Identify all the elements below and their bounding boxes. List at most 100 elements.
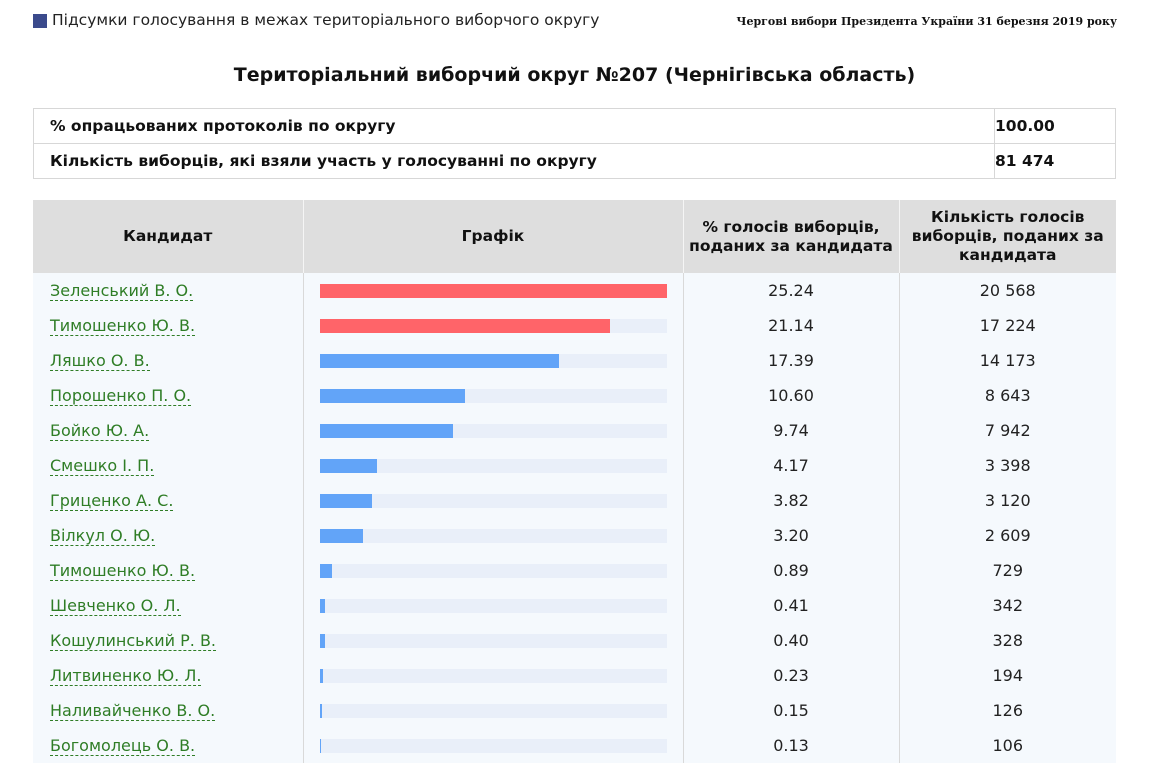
candidate-name-cell: Кошулинський Р. В. xyxy=(33,623,303,658)
chart-cell xyxy=(302,343,683,378)
vote-bar xyxy=(319,353,559,368)
chart-cell xyxy=(302,588,683,623)
vote-bar xyxy=(319,458,377,473)
votes-cell: 342 xyxy=(898,588,1116,623)
bar-track xyxy=(319,283,667,298)
candidate-link[interactable]: Ляшко О. В. xyxy=(50,351,150,371)
bar-track xyxy=(319,633,667,648)
vote-bar xyxy=(319,283,667,298)
votes-cell: 8 643 xyxy=(898,378,1116,413)
summary-table: % опрацьованих протоколів по округу 100.… xyxy=(33,108,1116,179)
candidate-link[interactable]: Богомолець О. В. xyxy=(50,736,196,756)
candidate-link[interactable]: Тимошенко Ю. В. xyxy=(50,561,196,581)
candidate-name-cell: Смешко І. П. xyxy=(33,448,303,483)
candidate-name-cell: Гриценко А. С. xyxy=(33,483,303,518)
bar-track xyxy=(319,598,667,613)
candidate-name-cell: Литвиненко Ю. Л. xyxy=(33,658,303,693)
candidate-link[interactable]: Шевченко О. Л. xyxy=(50,596,181,616)
candidate-name-cell: Ляшко О. В. xyxy=(33,343,303,378)
percent-cell: 3.20 xyxy=(682,518,899,553)
bar-track xyxy=(319,353,667,368)
percent-cell: 0.40 xyxy=(682,623,899,658)
bar-track xyxy=(319,423,667,438)
percent-cell: 10.60 xyxy=(682,378,899,413)
percent-cell: 21.14 xyxy=(682,308,899,343)
chart-cell xyxy=(302,658,683,693)
candidate-row: Тимошенко Ю. В. 0.89 729 xyxy=(33,553,1116,588)
candidate-row: Богомолець О. В. 0.13 106 xyxy=(33,728,1116,763)
votes-cell: 194 xyxy=(898,658,1116,693)
chart-cell xyxy=(302,413,683,448)
candidate-row: Смешко І. П. 4.17 3 398 xyxy=(33,448,1116,483)
vote-bar xyxy=(319,493,372,508)
chart-cell xyxy=(302,623,683,658)
candidate-link[interactable]: Гриценко А. С. xyxy=(50,491,174,511)
chart-cell xyxy=(302,518,683,553)
column-header-votes: Кількість голосів виборців, поданих за к… xyxy=(898,200,1116,273)
candidate-link[interactable]: Кошулинський Р. В. xyxy=(50,631,216,651)
bar-track xyxy=(319,388,667,403)
summary-label: % опрацьованих протоколів по округу xyxy=(33,108,995,144)
bar-track xyxy=(319,703,667,718)
bar-track xyxy=(319,563,667,578)
bar-track xyxy=(319,318,667,333)
candidate-name-cell: Богомолець О. В. xyxy=(33,728,303,763)
percent-cell: 0.15 xyxy=(682,693,899,728)
candidate-link[interactable]: Бойко Ю. А. xyxy=(50,421,150,441)
column-header-percent: % голосів виборців, поданих за кандидата xyxy=(682,200,899,273)
candidate-row: Шевченко О. Л. 0.41 342 xyxy=(33,588,1116,623)
candidate-name-cell: Зеленський В. О. xyxy=(33,273,303,308)
candidate-link[interactable]: Наливайченко В. О. xyxy=(50,701,216,721)
votes-cell: 3 120 xyxy=(898,483,1116,518)
column-header-chart: Графік xyxy=(302,200,683,273)
votes-cell: 729 xyxy=(898,553,1116,588)
column-header-candidate: Кандидат xyxy=(33,200,303,273)
candidate-row: Порошенко П. О. 10.60 8 643 xyxy=(33,378,1116,413)
candidate-name-cell: Порошенко П. О. xyxy=(33,378,303,413)
results-header-row: Кандидат Графік % голосів виборців, пода… xyxy=(33,200,1116,273)
percent-cell: 0.89 xyxy=(682,553,899,588)
percent-cell: 25.24 xyxy=(682,273,899,308)
chart-cell xyxy=(302,553,683,588)
candidate-name-cell: Наливайченко В. О. xyxy=(33,693,303,728)
candidate-name-cell: Бойко Ю. А. xyxy=(33,413,303,448)
chart-cell xyxy=(302,378,683,413)
votes-cell: 14 173 xyxy=(898,343,1116,378)
summary-label: Кількість виборців, які взяли участь у г… xyxy=(33,143,995,179)
chart-cell xyxy=(302,308,683,343)
chart-cell xyxy=(302,273,683,308)
candidate-row: Зеленський В. О. 25.24 20 568 xyxy=(33,273,1116,308)
candidate-link[interactable]: Тимошенко Ю. В. xyxy=(50,316,196,336)
percent-cell: 17.39 xyxy=(682,343,899,378)
vote-bar xyxy=(319,633,325,648)
candidate-name-cell: Вілкул О. Ю. xyxy=(33,518,303,553)
vote-bar xyxy=(319,528,364,543)
candidate-row: Бойко Ю. А. 9.74 7 942 xyxy=(33,413,1116,448)
summary-value: 81 474 xyxy=(994,143,1116,179)
percent-cell: 0.13 xyxy=(682,728,899,763)
candidate-link[interactable]: Зеленський В. О. xyxy=(50,281,194,301)
vote-bar xyxy=(319,423,454,438)
bar-track xyxy=(319,493,667,508)
chart-cell xyxy=(302,448,683,483)
vote-bar xyxy=(319,668,323,683)
votes-cell: 3 398 xyxy=(898,448,1116,483)
candidate-link[interactable]: Вілкул О. Ю. xyxy=(50,526,156,546)
candidate-row: Гриценко А. С. 3.82 3 120 xyxy=(33,483,1116,518)
candidate-link[interactable]: Смешко І. П. xyxy=(50,456,155,476)
candidate-link[interactable]: Литвиненко Ю. Л. xyxy=(50,666,202,686)
votes-cell: 2 609 xyxy=(898,518,1116,553)
candidate-row: Литвиненко Ю. Л. 0.23 194 xyxy=(33,658,1116,693)
district-title: Територіальний виборчий округ №207 (Черн… xyxy=(233,64,916,86)
bar-track xyxy=(319,528,667,543)
percent-cell: 0.23 xyxy=(682,658,899,693)
votes-cell: 328 xyxy=(898,623,1116,658)
vote-bar xyxy=(319,703,322,718)
candidate-row: Кошулинський Р. В. 0.40 328 xyxy=(33,623,1116,658)
summary-row-turnout: Кількість виборців, які взяли участь у г… xyxy=(33,143,1116,179)
votes-cell: 126 xyxy=(898,693,1116,728)
summary-row-protocols: % опрацьованих протоколів по округу 100.… xyxy=(33,108,1116,144)
candidate-name-cell: Тимошенко Ю. В. xyxy=(33,553,303,588)
candidate-link[interactable]: Порошенко П. О. xyxy=(50,386,192,406)
candidate-row: Тимошенко Ю. В. 21.14 17 224 xyxy=(33,308,1116,343)
